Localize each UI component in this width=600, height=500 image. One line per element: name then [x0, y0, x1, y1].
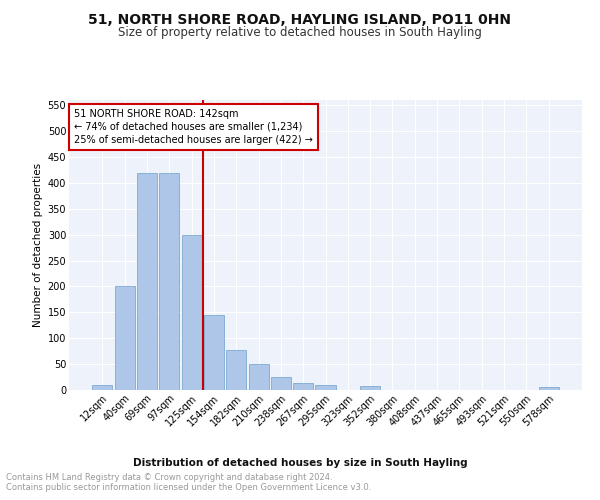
Bar — [316, 385, 335, 390]
Y-axis label: Number of detached properties: Number of detached properties — [34, 163, 43, 327]
Bar — [92, 385, 112, 390]
Bar — [226, 350, 246, 390]
Text: Contains HM Land Registry data © Crown copyright and database right 2024.
Contai: Contains HM Land Registry data © Crown c… — [6, 472, 371, 492]
Text: 51 NORTH SHORE ROAD: 142sqm
← 74% of detached houses are smaller (1,234)
25% of : 51 NORTH SHORE ROAD: 142sqm ← 74% of det… — [74, 108, 313, 145]
Text: 51, NORTH SHORE ROAD, HAYLING ISLAND, PO11 0HN: 51, NORTH SHORE ROAD, HAYLING ISLAND, PO… — [89, 12, 511, 26]
Bar — [271, 377, 291, 390]
Bar — [248, 364, 269, 390]
Text: Distribution of detached houses by size in South Hayling: Distribution of detached houses by size … — [133, 458, 467, 468]
Bar — [115, 286, 135, 390]
Bar — [137, 172, 157, 390]
Bar — [539, 388, 559, 390]
Bar — [360, 386, 380, 390]
Bar — [159, 172, 179, 390]
Text: Size of property relative to detached houses in South Hayling: Size of property relative to detached ho… — [118, 26, 482, 39]
Bar — [293, 384, 313, 390]
Bar — [204, 315, 224, 390]
Bar — [182, 234, 202, 390]
